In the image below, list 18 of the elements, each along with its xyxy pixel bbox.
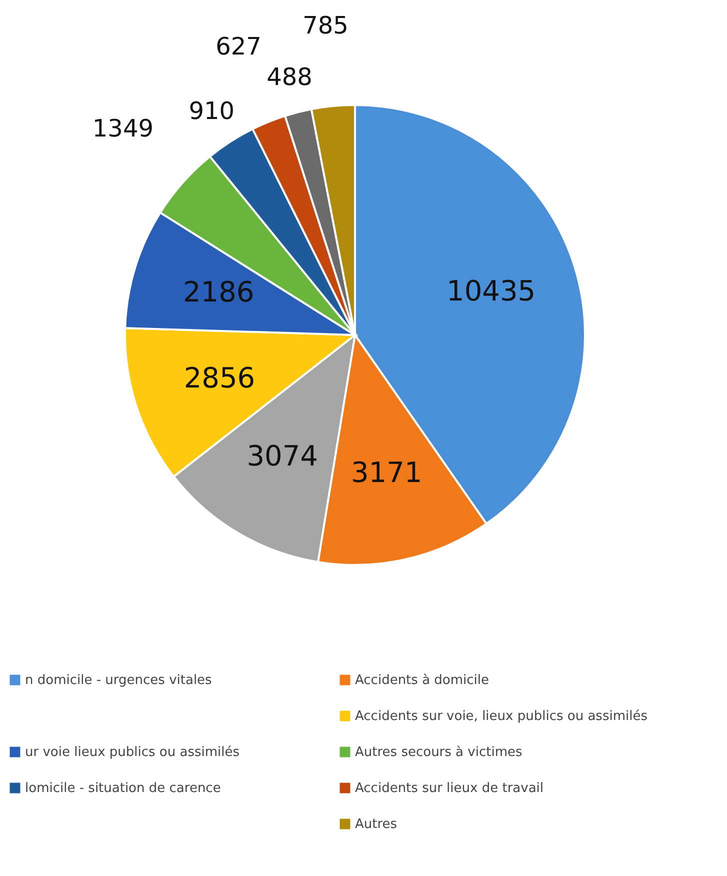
legend-label: Autres secours à victimes bbox=[355, 745, 522, 760]
legend-label: Autres bbox=[355, 817, 398, 832]
legend-label: ur voie lieux publics ou assimilés bbox=[25, 745, 240, 760]
legend-label: Accidents sur voie, lieux publics ou assimilés bbox=[355, 709, 648, 724]
data-label: 2186 bbox=[182, 275, 254, 308]
data-label: 3074 bbox=[246, 440, 318, 473]
data-label: 910 bbox=[188, 97, 235, 126]
data-label: 627 bbox=[216, 32, 262, 61]
legend-label: Accidents à domicile bbox=[355, 673, 490, 688]
legend-label: n domicile - urgences vitales bbox=[25, 673, 212, 688]
data-label: 1349 bbox=[92, 114, 154, 142]
data-label: 2856 bbox=[184, 361, 256, 394]
data-label: 488 bbox=[266, 63, 312, 92]
legend-label: Accidents sur lieux de travail bbox=[355, 781, 544, 796]
data-label: 3171 bbox=[350, 456, 422, 490]
legend-label: lomicile - situation de carence bbox=[25, 781, 221, 796]
data-label: 10435 bbox=[446, 274, 536, 308]
data-label: 785 bbox=[302, 11, 348, 40]
